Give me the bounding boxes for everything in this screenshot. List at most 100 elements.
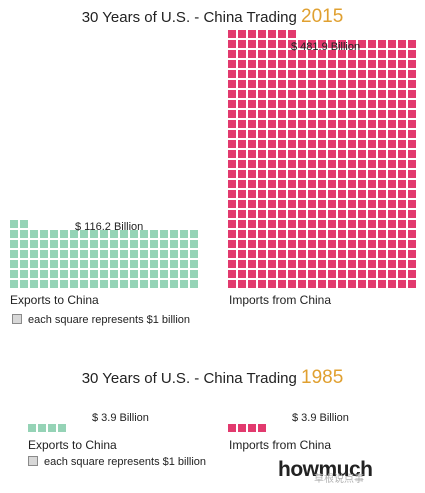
exports-2015-square — [130, 240, 138, 248]
imports-2015-square — [388, 80, 396, 88]
imports-1985-caption: Imports from China — [229, 438, 332, 452]
imports-1985-value: $ 3.9 Billion — [292, 412, 349, 424]
imports-2015-square — [338, 110, 346, 118]
imports-2015-square — [288, 140, 296, 148]
imports-2015-square — [368, 60, 376, 68]
imports-2015-square — [328, 80, 336, 88]
imports-2015-square — [408, 200, 416, 208]
imports-2015-square — [398, 40, 406, 48]
imports-2015-square — [348, 100, 356, 108]
exports-2015-square — [190, 240, 198, 248]
imports-2015-square — [288, 200, 296, 208]
imports-2015-square — [278, 250, 286, 258]
imports-2015-square — [318, 230, 326, 238]
imports-2015-square — [368, 50, 376, 58]
imports-2015-square — [368, 230, 376, 238]
imports-2015-square — [308, 70, 316, 78]
imports-2015-square — [278, 110, 286, 118]
imports-2015-square — [338, 210, 346, 218]
imports-2015-square — [398, 60, 406, 68]
imports-2015-square — [268, 150, 276, 158]
imports-2015-square — [318, 210, 326, 218]
imports-2015-square — [278, 220, 286, 228]
exports-2015-square — [20, 270, 28, 278]
imports-2015-square — [338, 40, 346, 48]
legend-note-1985-text: each square represents $1 billion — [44, 456, 207, 468]
imports-2015-square — [338, 60, 346, 68]
imports-2015-square — [368, 40, 376, 48]
imports-2015-square — [378, 230, 386, 238]
imports-2015-square — [328, 230, 336, 238]
exports-2015-square — [60, 240, 68, 248]
imports-2015-square — [368, 260, 376, 268]
imports-2015-square — [398, 140, 406, 148]
imports-2015-square — [228, 110, 236, 118]
imports-2015-square — [408, 270, 416, 278]
exports-2015-square — [40, 260, 48, 268]
exports-2015-caption: Exports to China — [10, 293, 99, 307]
imports-2015-square — [338, 220, 346, 228]
imports-2015-square — [328, 280, 336, 288]
imports-2015-square — [238, 150, 246, 158]
imports-2015-square — [348, 150, 356, 158]
exports-2015-square — [60, 260, 68, 268]
imports-2015-square — [228, 280, 236, 288]
imports-2015-square — [288, 190, 296, 198]
exports-1985-square — [48, 424, 56, 432]
imports-2015-square — [328, 50, 336, 58]
imports-2015-square — [248, 150, 256, 158]
exports-1985-square — [58, 424, 66, 432]
imports-2015-square — [248, 210, 256, 218]
exports-2015-square — [50, 250, 58, 258]
imports-2015-square — [408, 70, 416, 78]
imports-2015-square — [278, 210, 286, 218]
imports-2015-square — [308, 40, 316, 48]
imports-2015-square — [338, 150, 346, 158]
exports-2015-square — [140, 260, 148, 268]
imports-2015-square — [258, 90, 266, 98]
imports-2015-square — [338, 130, 346, 138]
imports-2015-square — [278, 60, 286, 68]
imports-2015-square — [388, 210, 396, 218]
imports-2015-square — [278, 130, 286, 138]
imports-2015-square — [398, 90, 406, 98]
imports-2015-square — [268, 50, 276, 58]
imports-2015-square — [328, 40, 336, 48]
imports-2015-square — [248, 170, 256, 178]
imports-2015-square — [288, 210, 296, 218]
imports-2015-square — [398, 70, 406, 78]
imports-2015-square — [408, 140, 416, 148]
imports-2015-square — [298, 200, 306, 208]
imports-2015-square — [268, 140, 276, 148]
imports-2015-square — [278, 260, 286, 268]
imports-2015-square — [368, 150, 376, 158]
imports-2015-square — [348, 40, 356, 48]
exports-2015-square — [110, 230, 118, 238]
imports-2015-square — [238, 60, 246, 68]
imports-2015-square — [368, 120, 376, 128]
imports-2015-square — [408, 160, 416, 168]
imports-2015-square — [288, 70, 296, 78]
imports-2015-square — [288, 170, 296, 178]
imports-2015-square — [288, 150, 296, 158]
imports-2015-square — [378, 80, 386, 88]
imports-2015-square — [378, 240, 386, 248]
exports-2015-square — [100, 270, 108, 278]
imports-2015-square — [268, 210, 276, 218]
imports-2015-square — [268, 110, 276, 118]
watermark-text: 草根说点事 — [314, 474, 364, 485]
exports-2015-square — [190, 260, 198, 268]
imports-2015-square — [368, 270, 376, 278]
imports-2015-square — [328, 60, 336, 68]
imports-2015-square — [278, 280, 286, 288]
imports-2015-square — [238, 130, 246, 138]
imports-2015-square — [358, 50, 366, 58]
imports-2015-square — [248, 70, 256, 78]
imports-2015-square — [348, 130, 356, 138]
imports-2015-square — [308, 90, 316, 98]
imports-2015-square — [408, 210, 416, 218]
imports-2015-square — [288, 220, 296, 228]
imports-2015-square — [348, 210, 356, 218]
exports-2015-square — [20, 230, 28, 238]
exports-2015-square — [50, 260, 58, 268]
